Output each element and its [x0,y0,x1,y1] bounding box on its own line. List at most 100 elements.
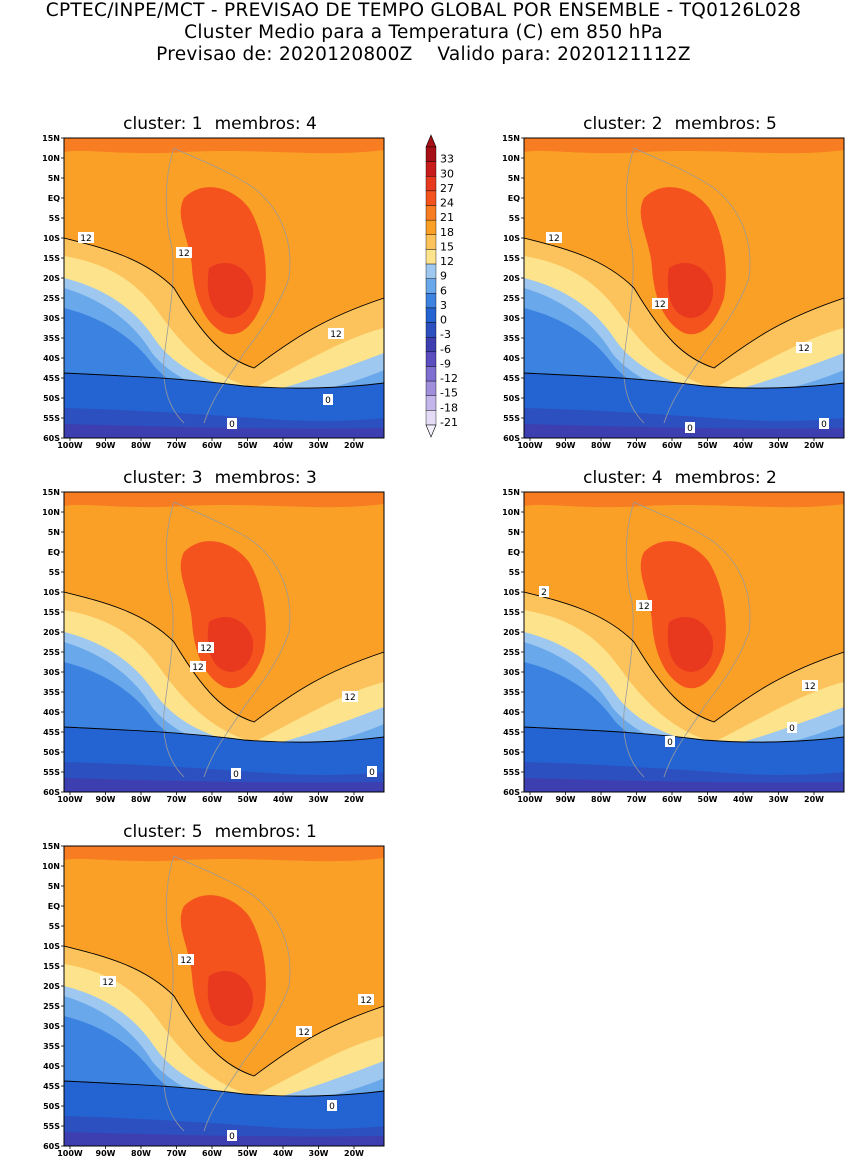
lon-tick-label: 50W [698,795,718,804]
lat-tick-label: 55S [503,768,520,777]
lat-tick-label: 30S [43,668,60,677]
cluster-title: cluster: 4 membros: 2 [500,468,847,488]
lon-tick-label: 80W [131,441,151,450]
lat-tick-label: 5S [49,922,61,931]
colorbar-label: 15 [440,240,454,253]
lat-tick-label: 55S [43,414,60,423]
colorbar-swatch [425,322,437,338]
contour-label: 0 [229,1132,235,1142]
lon-tick-label: 80W [591,795,611,804]
colorbar-label: 9 [440,270,447,283]
lat-tick-label: 20S [43,274,60,283]
lon-tick-label: 30W [309,441,329,450]
lat-tick-label: 50S [43,748,60,757]
lat-tick-label: 10S [43,588,60,597]
cluster-number: cluster: 5 [123,822,203,842]
lat-tick-label: 35S [43,334,60,343]
lat-tick-label: 35S [503,334,520,343]
colorbar-swatch [425,278,437,294]
lon-tick-label: 70W [167,441,187,450]
lat-tick-label: 25S [43,294,60,303]
lat-tick-label: 15S [43,608,60,617]
lat-tick-label: 15N [42,488,60,497]
colorbar-swatch [425,190,437,206]
lat-tick-label: 15N [42,842,60,851]
colorbar-label: -18 [440,401,458,414]
lat-tick-label: 45S [43,1082,60,1091]
header-line-2: Cluster Medio para a Temperatura (C) em … [184,22,663,43]
colorbar-label: 6 [440,284,447,297]
lon-tick-label: 80W [131,795,151,804]
colorbar-label: 0 [440,314,447,327]
contour-label: 0 [687,424,693,434]
contour-label: 12 [298,1028,309,1038]
lat-tick-label: 10N [42,862,60,871]
lat-tick-label: 50S [503,748,520,757]
colorbar-swatch [425,146,437,162]
contour-label: 12 [330,330,341,340]
contour-label: 12 [200,644,211,654]
lat-tick-label: 30S [503,668,520,677]
cluster-members: membros: 4 [214,114,317,134]
contour-label: 12 [180,956,191,966]
lon-tick-label: 20W [804,441,824,450]
header-line-3: Previsao de: 2020120800Z Valido para: 20… [0,44,847,66]
lon-tick-label: 20W [344,1149,364,1158]
lon-tick-label: 60W [662,795,682,804]
cluster-title: cluster: 3 membros: 3 [40,468,400,488]
lon-tick-label: 100W [517,795,543,804]
colorbar-swatch [425,263,437,279]
lat-tick-label: 30S [43,1022,60,1031]
lon-tick-label: 90W [556,441,576,450]
lat-tick-label: 5N [48,528,60,537]
lat-tick-label: 20S [503,628,520,637]
lat-tick-label: 5N [508,528,520,537]
lat-tick-label: 40S [503,708,520,717]
lat-tick-label: 60S [43,434,60,443]
lon-tick-label: 30W [769,441,789,450]
colorbar-swatch [425,234,437,250]
lat-tick-label: 10S [43,942,60,951]
colorbar-swatch [425,410,437,426]
cluster-panel-2: cluster: 2 membros: 5 15N 10N 5N EQ 5S 10S 15S 20… [500,114,847,454]
figure-header: CPTEC/INPE/MCT - PREVISAO DE TEMPO GLOBA… [0,0,847,66]
contour-label: 0 [667,738,673,748]
contour-label: 12 [80,234,91,244]
colorbar-swatch [425,380,437,396]
cluster-title: cluster: 5 membros: 1 [40,822,400,842]
colorbar-label: -12 [440,372,458,385]
contour-label: 12 [798,344,809,354]
colorbar-swatch [425,219,437,235]
cluster-title: cluster: 2 membros: 5 [500,114,847,134]
lon-tick-label: 80W [131,1149,151,1158]
lat-tick-label: 50S [43,394,60,403]
cluster-panel-5: cluster: 5 membros: 1 15N 10N 5N EQ 5S 10S 15S 20… [40,822,440,1162]
lon-tick-label: 50W [698,441,718,450]
lat-tick-label: 35S [43,1042,60,1051]
contour-label: 0 [369,768,375,778]
lon-tick-label: 20W [804,795,824,804]
cluster-number: cluster: 3 [123,468,203,488]
cluster-number: cluster: 1 [123,114,203,134]
lat-tick-label: 30S [43,314,60,323]
colorbar-label: -3 [440,328,451,341]
lon-tick-label: 40W [733,795,753,804]
lat-tick-label: 20S [43,982,60,991]
lon-tick-label: 20W [344,795,364,804]
colorbar-swatch [425,337,437,353]
colorbar-swatch [425,176,437,192]
lon-tick-label: 70W [627,441,647,450]
colorbar-swatch [425,395,437,411]
contour-label: 2 [541,588,547,598]
lon-tick-label: 50W [238,795,258,804]
lon-tick-label: 20W [344,441,364,450]
header-line-1: CPTEC/INPE/MCT - PREVISAO DE TEMPO GLOBA… [45,0,802,21]
cluster-members: membros: 2 [674,468,777,488]
lon-tick-label: 40W [273,795,293,804]
lat-tick-label: 5S [49,214,61,223]
lat-tick-label: 5S [509,568,521,577]
lon-tick-label: 100W [57,795,83,804]
colorbar-label: 30 [440,167,454,180]
lat-tick-label: 40S [43,708,60,717]
